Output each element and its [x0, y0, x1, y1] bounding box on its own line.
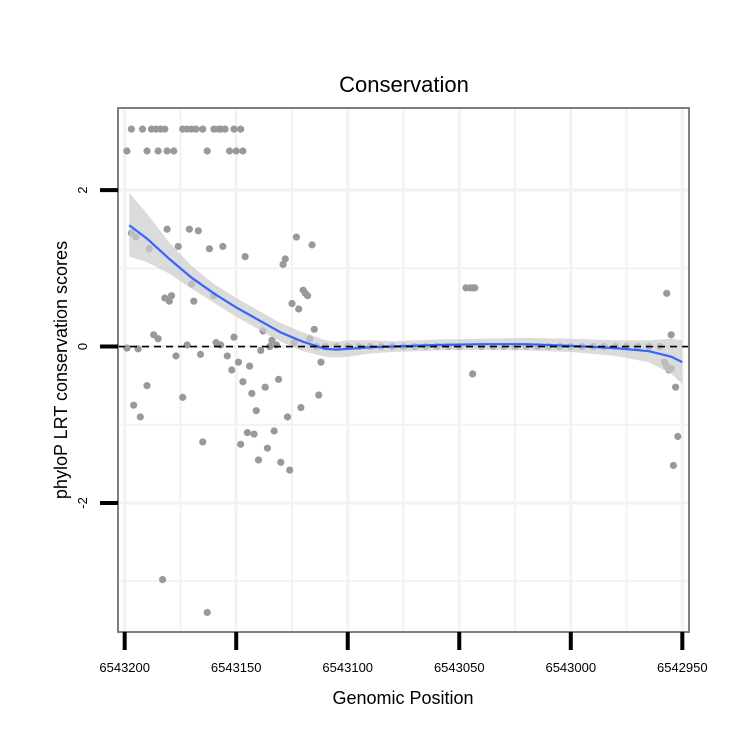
- data-point: [266, 342, 274, 351]
- data-point: [243, 428, 251, 437]
- data-point: [190, 297, 198, 305]
- data-point: [674, 432, 682, 441]
- data-point: [196, 350, 205, 358]
- data-point: [250, 430, 258, 438]
- data-point: [283, 413, 292, 421]
- data-point: [239, 378, 247, 386]
- data-point: [183, 341, 191, 349]
- x-tick-label: 6543150: [211, 660, 262, 675]
- data-point: [232, 147, 240, 155]
- y-tick-label: 2: [75, 187, 90, 194]
- data-point: [159, 576, 167, 584]
- data-point: [272, 341, 280, 349]
- data-point: [274, 375, 283, 383]
- data-point: [297, 403, 305, 412]
- data-point: [130, 401, 138, 409]
- data-point: [194, 227, 202, 235]
- data-point: [225, 147, 234, 155]
- data-point: [234, 358, 243, 366]
- data-point: [237, 440, 245, 448]
- data-point: [469, 370, 477, 378]
- data-point: [263, 444, 272, 452]
- data-point: [161, 125, 169, 133]
- data-point: [127, 125, 135, 133]
- data-point: [205, 245, 214, 253]
- data-point: [192, 125, 200, 133]
- data-point: [237, 125, 245, 133]
- data-point: [219, 242, 227, 251]
- x-tick-label: 6543050: [434, 660, 485, 675]
- data-point: [223, 352, 231, 360]
- data-point: [277, 458, 285, 466]
- data-point: [136, 413, 144, 421]
- data-point: [138, 125, 147, 133]
- data-point: [288, 299, 296, 308]
- data-point: [199, 438, 207, 446]
- data-point: [154, 147, 162, 155]
- data-point: [123, 344, 131, 352]
- x-tick-label: 6543000: [545, 660, 596, 675]
- data-point: [257, 346, 265, 355]
- data-point: [163, 225, 171, 233]
- data-point: [672, 383, 680, 391]
- plot-panel-border: [117, 107, 690, 633]
- data-point: [165, 297, 173, 305]
- data-point: [230, 333, 238, 341]
- data-point: [315, 391, 323, 399]
- y-tick-label: 0: [75, 343, 90, 350]
- data-point: [308, 241, 316, 249]
- data-point: [163, 147, 171, 155]
- data-point: [221, 125, 229, 133]
- data-point: [167, 292, 176, 300]
- data-point: [239, 147, 247, 155]
- data-point: [179, 393, 187, 401]
- data-point: [292, 233, 301, 241]
- data-point: [279, 260, 287, 269]
- data-point: [310, 325, 318, 333]
- x-tick-label: 6543100: [322, 660, 373, 675]
- data-point: [185, 225, 193, 233]
- data-point: [245, 362, 254, 370]
- data-point: [254, 456, 263, 464]
- x-tick-label: 6542950: [657, 660, 708, 675]
- data-point: [281, 255, 289, 263]
- data-point: [241, 252, 249, 261]
- data-point: [669, 461, 677, 470]
- x-axis-title: Genomic Position: [332, 688, 473, 708]
- data-point: [261, 383, 269, 391]
- data-point: [303, 292, 312, 300]
- data-point: [217, 341, 225, 349]
- data-point: [230, 125, 238, 133]
- data-point: [667, 331, 675, 339]
- data-point: [123, 147, 131, 155]
- data-point: [663, 289, 671, 297]
- chart-title: Conservation: [339, 72, 469, 97]
- data-point: [143, 382, 151, 390]
- data-point: [174, 242, 182, 251]
- smooth-line: [128, 224, 683, 364]
- data-point: [143, 147, 151, 155]
- data-point: [154, 335, 162, 343]
- data-point: [228, 366, 236, 374]
- data-point: [199, 125, 207, 133]
- y-tick-label: -2: [75, 497, 90, 509]
- data-point: [170, 147, 178, 155]
- data-point: [172, 352, 180, 360]
- data-point: [252, 407, 260, 415]
- data-point: [268, 336, 276, 344]
- data-point: [317, 358, 325, 366]
- y-axis-title: phyloP LRT conservation scores: [51, 241, 71, 499]
- data-point: [471, 284, 479, 292]
- data-point: [203, 147, 211, 155]
- data-point: [203, 608, 211, 617]
- data-point: [270, 427, 278, 435]
- data-point: [295, 305, 303, 313]
- x-tick-label: 6543200: [99, 660, 150, 675]
- data-point: [286, 466, 294, 474]
- data-point: [248, 389, 256, 398]
